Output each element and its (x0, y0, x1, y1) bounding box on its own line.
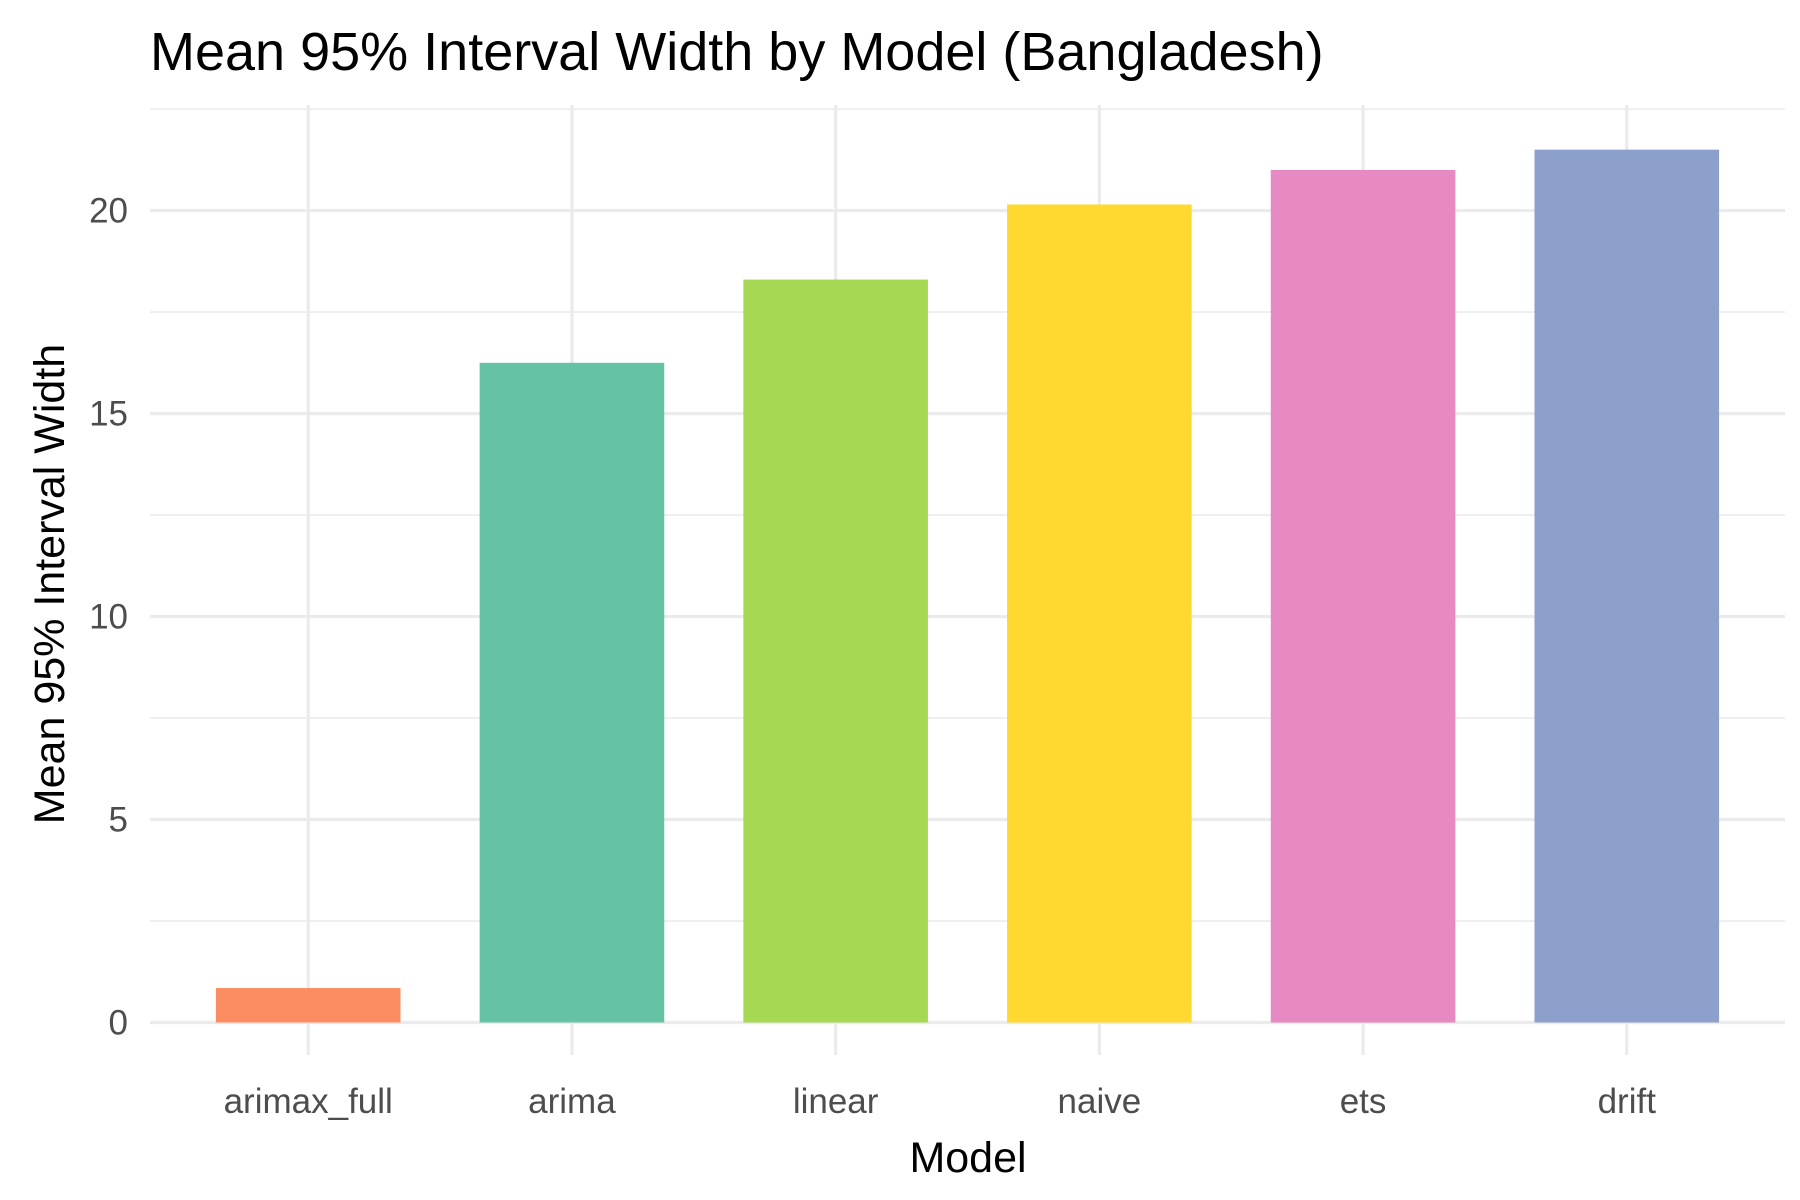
y-tick-label: 10 (89, 598, 128, 637)
chart-title: Mean 95% Interval Width by Model (Bangla… (150, 22, 1324, 82)
x-axis-ticks: arimax_full arima linear naive ets drift (224, 1082, 1657, 1121)
y-tick-label: 5 (109, 801, 128, 840)
bar-linear (743, 279, 928, 1023)
x-axis-title: Model (909, 1134, 1026, 1182)
y-axis-ticks: 0 5 10 15 20 (89, 192, 128, 1043)
x-tick-label: linear (793, 1082, 879, 1121)
x-tick-label: arimax_full (224, 1082, 393, 1121)
bar-naive (1007, 204, 1192, 1023)
y-axis-title: Mean 95% Interval Width (26, 344, 74, 824)
y-tick-label: 15 (89, 395, 128, 434)
x-tick-label: ets (1340, 1082, 1387, 1121)
y-tick-label: 0 (109, 1004, 128, 1043)
x-tick-label: arima (528, 1082, 616, 1121)
bar-arima (479, 362, 665, 1023)
bars (215, 149, 1720, 1023)
bar-ets (1270, 169, 1456, 1023)
x-tick-label: naive (1058, 1082, 1142, 1121)
bar-arimax_full (215, 988, 401, 1023)
y-tick-label: 20 (89, 192, 128, 231)
x-tick-label: drift (1598, 1082, 1657, 1121)
bar-drift (1534, 149, 1720, 1023)
